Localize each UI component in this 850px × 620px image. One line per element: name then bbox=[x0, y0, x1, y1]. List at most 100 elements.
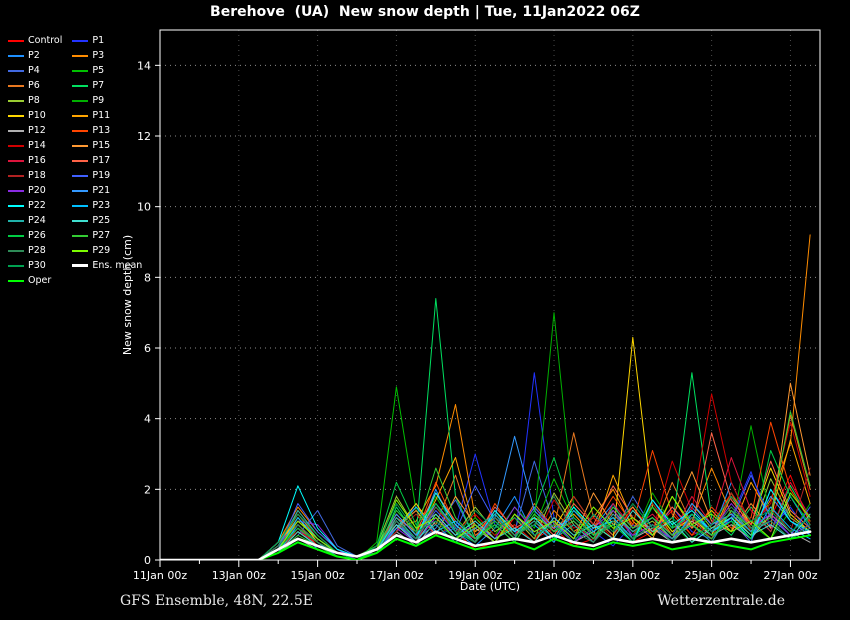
legend-label: Ens. mean bbox=[92, 260, 143, 271]
legend-item: P10 bbox=[8, 108, 62, 123]
x-tick-label: 23Jan 00z bbox=[606, 569, 660, 582]
legend-column: P1 P3 P5 P7 P9 P11 P13 P15 P17 P19 P21 P23 P25 P27 P29… bbox=[72, 33, 142, 288]
legend-label: P5 bbox=[92, 65, 105, 76]
legend-label: P23 bbox=[92, 200, 111, 211]
legend-color-line bbox=[72, 189, 89, 192]
legend-column: Control P2 P4 P6 P8 P10 P12 P14 P16 P18 P20 P22 P24 P… bbox=[8, 33, 62, 288]
legend-color-line bbox=[72, 249, 89, 252]
legend-label: P2 bbox=[28, 50, 40, 61]
legend-color-line bbox=[8, 69, 24, 72]
x-axis-title: Date (UTC) bbox=[460, 580, 520, 593]
legend-color-line bbox=[72, 204, 89, 207]
legend-item: P28 bbox=[8, 243, 62, 258]
legend-color-line bbox=[8, 189, 24, 192]
x-tick-label: 21Jan 00z bbox=[527, 569, 581, 582]
legend-item: P25 bbox=[72, 213, 142, 228]
legend-item: P21 bbox=[72, 183, 142, 198]
legend-item: P8 bbox=[8, 93, 62, 108]
legend-item: Ens. mean bbox=[72, 258, 142, 273]
legend-label: P10 bbox=[28, 110, 46, 121]
y-tick-label: 14 bbox=[137, 59, 151, 72]
legend-label: P25 bbox=[92, 215, 111, 226]
legend-color-line bbox=[8, 114, 24, 117]
legend-color-line bbox=[72, 69, 89, 72]
legend-item: P1 bbox=[72, 33, 142, 48]
legend-label: P26 bbox=[28, 230, 46, 241]
legend-label: P28 bbox=[28, 245, 46, 256]
legend-item: P11 bbox=[72, 108, 142, 123]
y-axis-title: New snow depth (cm) bbox=[121, 235, 134, 355]
legend-item: P22 bbox=[8, 198, 62, 213]
x-tick-label: 11Jan 00z bbox=[133, 569, 187, 582]
legend-color-line bbox=[72, 219, 89, 222]
legend-color-line bbox=[8, 39, 24, 42]
legend-item: P13 bbox=[72, 123, 142, 138]
legend-label: P22 bbox=[28, 200, 46, 211]
legend-color-line bbox=[8, 249, 24, 252]
legend-color-line bbox=[8, 144, 24, 147]
legend-item: P24 bbox=[8, 213, 62, 228]
legend-color-line bbox=[72, 84, 89, 87]
legend-item: P16 bbox=[8, 153, 62, 168]
series-p28 bbox=[160, 495, 811, 560]
y-tick-label: 6 bbox=[144, 342, 151, 355]
legend-label: P13 bbox=[92, 125, 111, 136]
legend-label: P3 bbox=[92, 50, 105, 61]
legend-label: P15 bbox=[92, 140, 111, 151]
legend-label: P4 bbox=[28, 65, 40, 76]
legend-item: P3 bbox=[72, 48, 142, 63]
legend-item: P7 bbox=[72, 78, 142, 93]
series-p30 bbox=[160, 495, 811, 560]
legend-item: Oper bbox=[8, 273, 62, 288]
legend-label: P19 bbox=[92, 170, 111, 181]
x-tick-label: 15Jan 00z bbox=[290, 569, 344, 582]
x-tick-label: 17Jan 00z bbox=[369, 569, 423, 582]
legend-label: P16 bbox=[28, 155, 46, 166]
legend-item: P9 bbox=[72, 93, 142, 108]
footer-model-info: GFS Ensemble, 48N, 22.5E bbox=[120, 593, 314, 609]
legend-label: P11 bbox=[92, 110, 111, 121]
legend-item: P26 bbox=[8, 228, 62, 243]
series-ens-mean bbox=[160, 530, 812, 560]
chart-title: Berehove (UA) New snow depth | Tue, 11Ja… bbox=[210, 4, 640, 20]
legend-item: P19 bbox=[72, 168, 142, 183]
legend-item: P27 bbox=[72, 228, 142, 243]
legend-color-line bbox=[8, 84, 24, 87]
legend-label: P30 bbox=[28, 260, 46, 271]
legend-item: P5 bbox=[72, 63, 142, 78]
legend-color-line bbox=[72, 264, 89, 267]
legend-label: P29 bbox=[92, 245, 111, 256]
legend-color-line bbox=[8, 279, 24, 282]
legend-item: P14 bbox=[8, 138, 62, 153]
legend-item: P23 bbox=[72, 198, 142, 213]
legend-item: P30 bbox=[8, 258, 62, 273]
legend-label: Control bbox=[28, 35, 63, 46]
y-tick-label: 10 bbox=[137, 201, 151, 214]
legend-label: P12 bbox=[28, 125, 46, 136]
legend: Control P2 P4 P6 P8 P10 P12 P14 P16 P18 P20 P22 P24 P… bbox=[8, 33, 142, 288]
legend-item: P18 bbox=[8, 168, 62, 183]
legend-item: P20 bbox=[8, 183, 62, 198]
legend-color-line bbox=[8, 159, 24, 162]
legend-label: P24 bbox=[28, 215, 46, 226]
legend-item: P2 bbox=[8, 48, 62, 63]
wetterzentrale-watermark: Wetterzentrale.de bbox=[657, 593, 785, 609]
y-tick-label: 8 bbox=[144, 271, 151, 284]
legend-color-line bbox=[8, 264, 24, 267]
legend-color-line bbox=[72, 54, 89, 57]
legend-label: Oper bbox=[28, 275, 52, 286]
legend-item: P17 bbox=[72, 153, 142, 168]
legend-color-line bbox=[72, 99, 89, 102]
legend-item: P4 bbox=[8, 63, 62, 78]
plot-frame bbox=[159, 29, 821, 561]
x-tick-label: 25Jan 00z bbox=[685, 569, 739, 582]
legend-color-line bbox=[8, 99, 24, 102]
legend-label: P6 bbox=[28, 80, 40, 91]
legend-label: P21 bbox=[92, 185, 111, 196]
legend-color-line bbox=[72, 159, 89, 162]
legend-label: P14 bbox=[28, 140, 46, 151]
legend-color-line bbox=[8, 234, 24, 237]
x-tick-label: 27Jan 00z bbox=[763, 569, 817, 582]
